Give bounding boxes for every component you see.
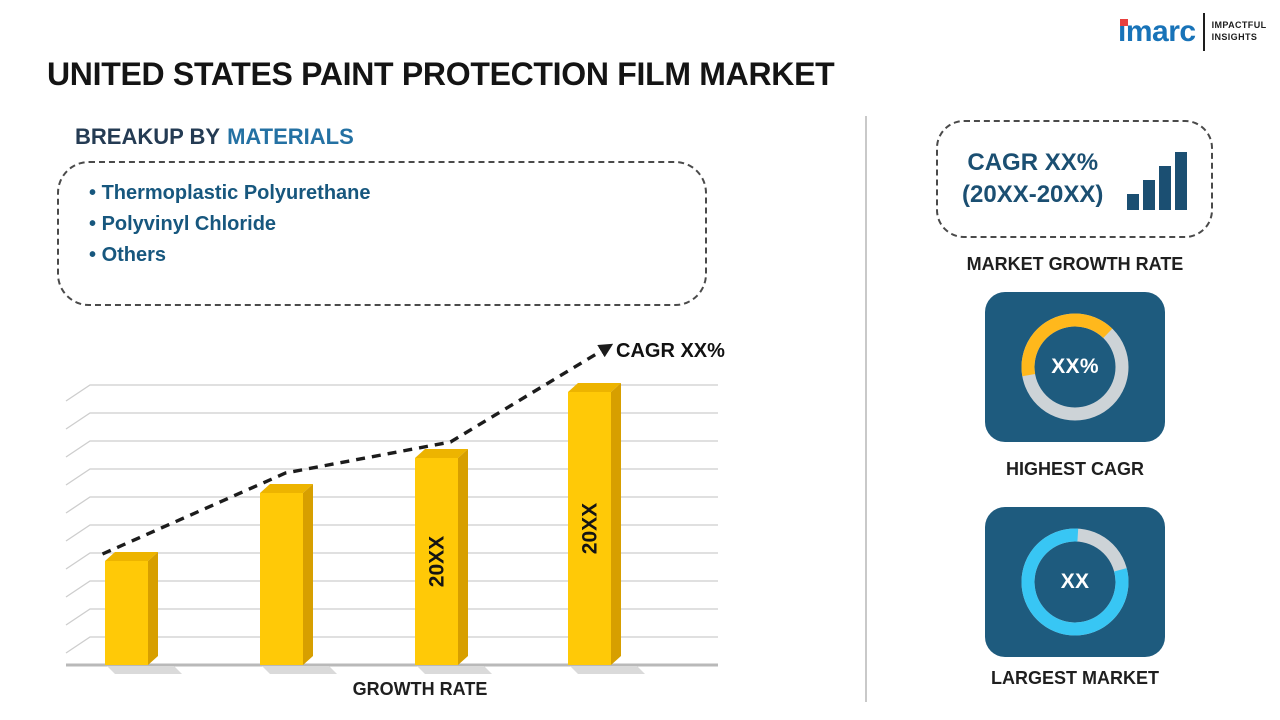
material-item: Others <box>89 240 695 271</box>
largest-market-label: LARGEST MARKET <box>991 668 1159 688</box>
logo-red-dot-icon <box>1120 19 1128 26</box>
growth-bars-icon <box>1127 152 1187 210</box>
market-growth-rate-box: CAGR XX% (20XX-20XX) <box>936 120 1213 238</box>
cagr-value-line: CAGR XX% <box>967 148 1099 176</box>
material-item: Thermoplastic Polyurethane <box>89 178 695 209</box>
svg-text:20XX: 20XX <box>579 503 602 554</box>
logo-brand-text: imarc <box>1118 15 1196 48</box>
breakup-heading-prefix: BREAKUP BY <box>75 124 221 149</box>
materials-list-box: Thermoplastic Polyurethane Polyvinyl Chl… <box>57 161 707 306</box>
materials-list: Thermoplastic Polyurethane Polyvinyl Chl… <box>89 178 695 271</box>
trend-cagr-label: CAGR XX% <box>616 340 725 362</box>
svg-text:20XX: 20XX <box>426 536 449 587</box>
logo-tagline-line1: IMPACTFUL <box>1211 20 1267 31</box>
material-item: Polyvinyl Chloride <box>89 209 695 240</box>
highest-cagr-donut-icon <box>985 292 1165 442</box>
cagr-period-text: CAGR XX% (20XX-20XX) <box>962 147 1103 212</box>
imarc-logo: imarc IMPACTFUL INSIGHTS <box>1118 13 1267 51</box>
highest-cagr-value: XX% <box>1051 355 1099 378</box>
largest-market-tile: XX <box>985 507 1165 657</box>
logo-tagline-line2: INSIGHTS <box>1211 32 1258 42</box>
market-growth-rate-label: MARKET GROWTH RATE <box>966 254 1184 274</box>
largest-market-donut-icon <box>985 507 1165 657</box>
chart-x-axis-label: GROWTH RATE <box>352 679 488 699</box>
page-title: UNITED STATES PAINT PROTECTION FILM MARK… <box>47 56 835 92</box>
breakup-heading: BREAKUP BY MATERIALS <box>75 124 354 150</box>
largest-market-value: XX <box>1060 570 1090 593</box>
imarc-logo-text: imarc <box>1118 17 1196 47</box>
logo-separator <box>1202 13 1205 51</box>
cagr-period-line: (20XX-20XX) <box>962 181 1104 208</box>
logo-tagline: IMPACTFUL INSIGHTS <box>1212 20 1267 43</box>
growth-bar-chart: 20XX 20XX <box>56 336 746 696</box>
vertical-divider <box>865 116 867 702</box>
highest-cagr-tile: XX% <box>985 292 1165 442</box>
highest-cagr-label: HIGHEST CAGR <box>1005 459 1144 479</box>
breakup-heading-highlight: MATERIALS <box>227 124 354 149</box>
